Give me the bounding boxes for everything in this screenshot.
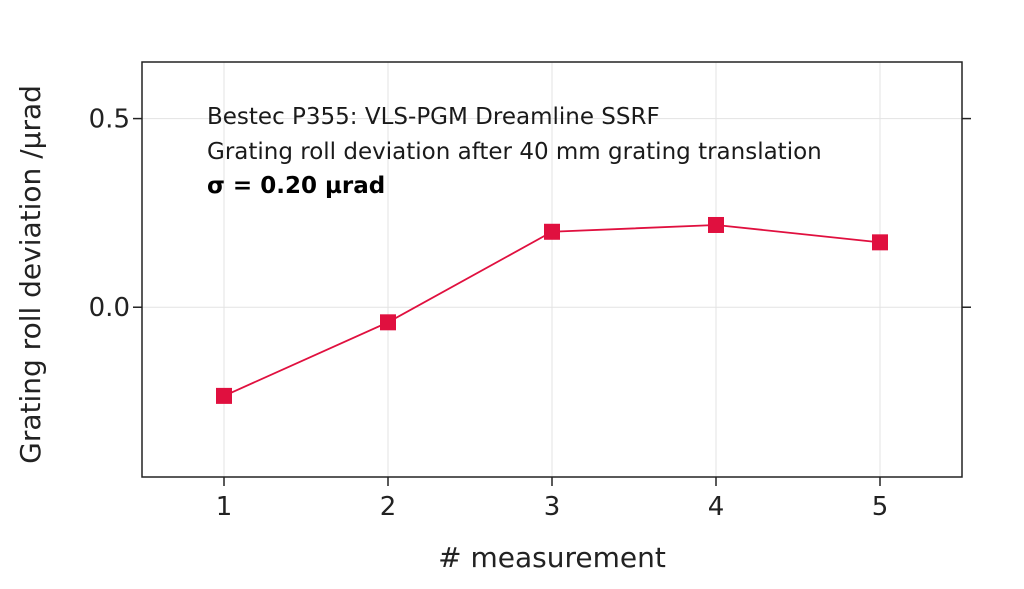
data-point [216, 387, 232, 404]
axis-ticks [133, 117, 971, 486]
data-point [872, 234, 888, 251]
x-tick-label: 2 [380, 492, 397, 522]
tick-labels: 1 2 3 4 5 0.5 0.0 [89, 105, 889, 522]
annotation-line-2: Grating roll deviation after 40 mm grati… [207, 139, 822, 165]
y-tick-label: 0.5 [89, 105, 130, 135]
data-series [216, 216, 888, 404]
data-point [380, 314, 396, 331]
sigma-value: = 0.20 µrad [225, 173, 385, 199]
x-tick-label: 1 [216, 492, 233, 522]
data-point [708, 216, 724, 233]
x-axis-label: # measurement [438, 541, 666, 574]
y-axis-label: Grating roll deviation /µrad [14, 85, 47, 464]
x-tick-label: 5 [872, 492, 889, 522]
sigma-annotation: σ = 0.20 µrad [207, 173, 385, 199]
y-tick-label: 0.0 [89, 293, 130, 323]
grid-lines [142, 62, 962, 477]
data-point [544, 223, 560, 240]
x-tick-label: 3 [544, 492, 561, 522]
x-tick-label: 4 [708, 492, 725, 522]
plot-frame [141, 61, 963, 478]
sigma-symbol: σ [207, 173, 225, 199]
annotation-line-1: Bestec P355: VLS-PGM Dreamline SSRF [207, 104, 660, 130]
